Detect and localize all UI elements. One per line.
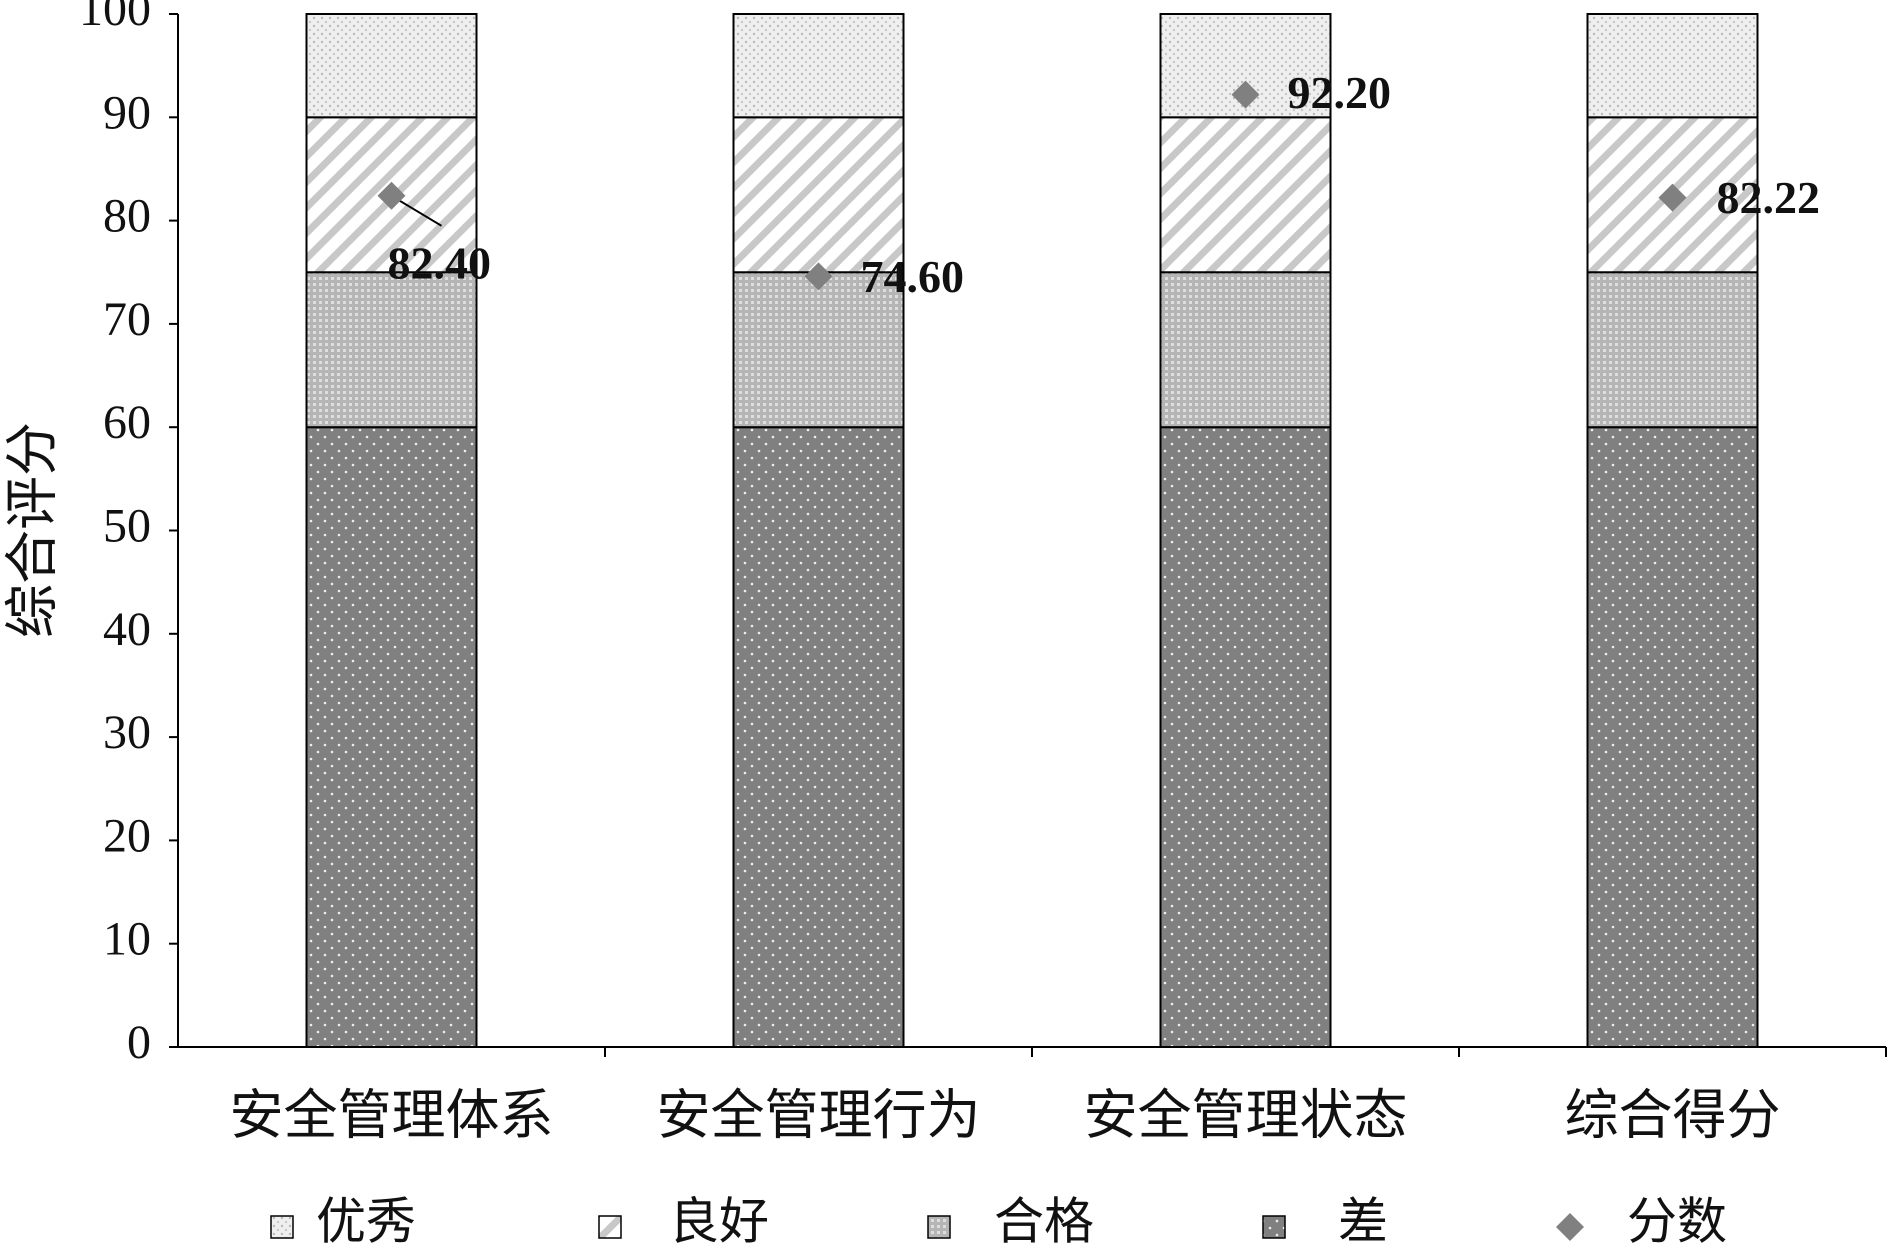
legend-label: 良好 bbox=[669, 1193, 769, 1249]
legend-marker bbox=[1556, 1213, 1584, 1241]
legend-label: 差 bbox=[1338, 1193, 1388, 1249]
y-tick-label: 20 bbox=[103, 809, 151, 862]
bar-segment bbox=[1586, 13, 1759, 119]
y-tick-label: 50 bbox=[103, 500, 151, 553]
bar-segment bbox=[732, 116, 905, 274]
score-marker bbox=[1658, 183, 1687, 212]
bar-segment bbox=[1159, 116, 1332, 274]
data-label: 82.22 bbox=[1717, 172, 1821, 223]
legend-label: 分数 bbox=[1627, 1193, 1727, 1249]
bar-segment bbox=[732, 271, 905, 429]
legend-swatch bbox=[1262, 1215, 1286, 1239]
bar-segment bbox=[1159, 426, 1332, 1048]
bar-segment bbox=[732, 13, 905, 119]
legend-label: 优秀 bbox=[316, 1193, 416, 1249]
y-tick-label: 80 bbox=[103, 190, 151, 243]
bar-segment bbox=[305, 426, 478, 1048]
bar-segment bbox=[732, 426, 905, 1048]
score-marker bbox=[804, 262, 833, 291]
bar-segment bbox=[305, 13, 478, 119]
y-tick-label: 90 bbox=[103, 86, 151, 139]
x-tick-label: 安全管理状态 bbox=[1084, 1085, 1408, 1145]
bar-segment bbox=[305, 271, 478, 429]
legend-swatch bbox=[598, 1215, 622, 1239]
y-tick-label: 100 bbox=[79, 0, 151, 36]
bar-segment bbox=[1586, 271, 1759, 429]
y-tick-label: 60 bbox=[103, 396, 151, 449]
score-marker bbox=[1231, 80, 1260, 109]
legend-swatch bbox=[270, 1215, 294, 1239]
x-tick-label: 安全管理体系 bbox=[230, 1085, 554, 1145]
data-label: 92.20 bbox=[1288, 67, 1392, 118]
y-tick-label: 0 bbox=[127, 1016, 151, 1069]
score-marker bbox=[377, 181, 406, 210]
legend-swatch bbox=[927, 1215, 951, 1239]
legend-label: 合格 bbox=[994, 1193, 1094, 1249]
x-tick-label: 安全管理行为 bbox=[657, 1085, 981, 1145]
bar-segment bbox=[1159, 271, 1332, 429]
data-label: 82.40 bbox=[388, 237, 492, 288]
y-axis-title: 综合评分 bbox=[2, 422, 62, 638]
y-tick-label: 40 bbox=[103, 603, 151, 656]
y-tick-label: 10 bbox=[103, 913, 151, 966]
x-tick-label: 综合得分 bbox=[1565, 1085, 1781, 1145]
y-tick-label: 70 bbox=[103, 293, 151, 346]
bar-segment bbox=[1586, 426, 1759, 1048]
y-tick-label: 30 bbox=[103, 706, 151, 759]
data-label: 74.60 bbox=[861, 251, 965, 302]
